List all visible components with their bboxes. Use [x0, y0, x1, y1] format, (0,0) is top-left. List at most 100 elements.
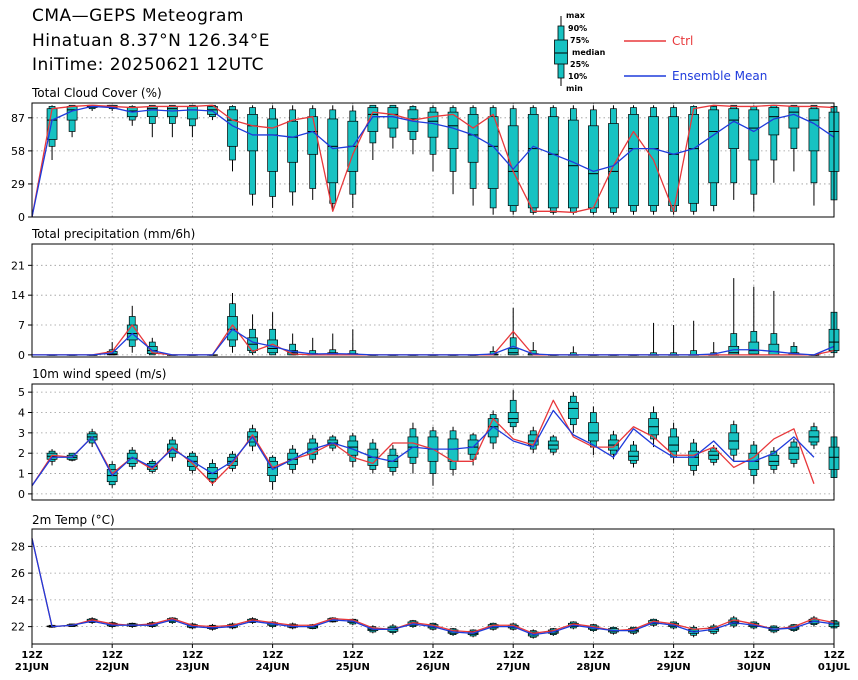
box-inner	[507, 412, 519, 424]
x-tick-label-hour: 12Z	[262, 650, 283, 661]
x-tick-label-date: 30JUN	[737, 662, 771, 673]
box-inner	[507, 125, 519, 206]
box-inner	[187, 106, 198, 120]
x-tick-label-hour: 12Z	[422, 650, 443, 661]
legend-p25: 25%	[570, 60, 590, 69]
x-tick-label-date: 27JUN	[496, 662, 530, 673]
x-tick-label-hour: 12Z	[342, 650, 363, 661]
y-tick-label: 14	[11, 289, 25, 302]
box-inner	[588, 125, 599, 209]
box-inner	[748, 341, 760, 355]
box-inner	[227, 316, 238, 341]
box-inner	[327, 118, 339, 184]
box-inner	[748, 109, 760, 161]
series-line-ensemble-mean	[31, 409, 815, 487]
box-inner	[628, 450, 639, 461]
box-inner	[768, 454, 780, 466]
legend-ctrl-label: Ctrl	[672, 34, 694, 48]
box-inner	[808, 108, 820, 152]
box-inner	[507, 348, 519, 356]
box-inner	[487, 116, 499, 189]
legend-ensemble-mean-label: Ensemble Mean	[672, 69, 768, 83]
series-line-ensemble-mean	[31, 105, 835, 218]
box-inner	[447, 111, 459, 149]
y-tick-label: 0	[18, 211, 25, 224]
y-tick-label: 24	[11, 594, 25, 607]
x-tick-label-hour: 12Z	[663, 650, 684, 661]
x-tick-label-date: 25JUN	[336, 662, 370, 673]
box-inner	[287, 120, 298, 163]
box-inner	[668, 436, 679, 452]
box-inner	[467, 114, 479, 163]
box-inner	[788, 106, 800, 129]
series-line-ctrl	[31, 104, 835, 218]
x-tick-label-date: 28JUN	[576, 662, 610, 673]
box-inner	[808, 430, 820, 443]
box-inner	[527, 114, 539, 209]
panel-title-precipitation: Total precipitation (mm/6h)	[32, 227, 196, 241]
y-tick-label: 22	[11, 621, 25, 634]
y-tick-label: 4	[18, 406, 25, 419]
x-tick-label-hour: 12Z	[823, 650, 844, 661]
y-tick-label: 28	[11, 540, 25, 553]
x-tick-label-date: 22JUN	[95, 662, 129, 673]
x-tick-label-date: 26JUN	[416, 662, 450, 673]
box-inner	[768, 343, 780, 356]
x-tick-label-date: 23JUN	[175, 662, 209, 673]
y-tick-label: 58	[11, 145, 25, 158]
box-inner	[567, 401, 579, 419]
x-tick-label-hour: 12Z	[503, 650, 524, 661]
legend-p90: 90%	[568, 24, 588, 33]
x-tick-label-date: 29JUN	[657, 662, 691, 673]
panel-title-wind-speed: 10m wind speed (m/s)	[32, 367, 167, 381]
y-tick-label: 2	[18, 447, 25, 460]
box-inner	[588, 422, 599, 442]
meteogram-title: CMA—GEPS Meteogram	[32, 6, 244, 26]
legend-median: median	[572, 48, 606, 57]
panel-title-cloud-cover: Total Cloud Cover (%)	[32, 86, 162, 100]
init-time-label: IniTime: 20250621 12UTC	[32, 55, 265, 75]
legend-p10: 10%	[568, 72, 588, 81]
y-tick-label: 3	[18, 427, 25, 440]
y-tick-label: 21	[11, 259, 25, 272]
panel-frame	[31, 102, 835, 218]
x-tick-label-date: 24JUN	[256, 662, 290, 673]
series-line-ctrl	[31, 538, 835, 634]
y-tick-label: 0	[18, 488, 25, 501]
x-tick-label-hour: 12Z	[21, 650, 42, 661]
x-tick-label-date: 21JUN	[15, 662, 49, 673]
box-inner	[547, 116, 559, 209]
x-tick-label-date: 01JUL	[818, 662, 851, 673]
legend-max: max	[566, 11, 585, 20]
x-tick-label-hour: 12Z	[583, 650, 604, 661]
series-line-ensemble-mean	[32, 328, 835, 356]
y-tick-label: 87	[11, 112, 25, 125]
panel-frame	[31, 243, 835, 358]
box-inner	[688, 450, 700, 466]
box-inner	[146, 106, 158, 118]
box-inner	[668, 116, 679, 206]
panel-title-temperature: 2m Temp (°C)	[32, 513, 115, 527]
box-inner	[708, 109, 720, 184]
x-tick-label-hour: 12Z	[743, 650, 764, 661]
box-inner	[628, 114, 639, 206]
box-inner	[267, 118, 278, 172]
x-tick-label-hour: 12Z	[102, 650, 123, 661]
box-inner	[367, 107, 379, 132]
y-tick-label: 1	[18, 468, 25, 481]
y-tick-label: 26	[11, 567, 25, 580]
y-tick-label: 5	[18, 386, 25, 399]
legend-p75: 75%	[570, 36, 590, 45]
y-tick-label: 0	[18, 349, 25, 362]
box-inner	[728, 108, 740, 149]
box-inner	[447, 438, 459, 462]
legend-min: min	[566, 84, 583, 93]
y-tick-label: 7	[18, 319, 25, 332]
box-inner	[688, 114, 700, 204]
x-tick-label-hour: 12Z	[182, 650, 203, 661]
box-inner	[768, 107, 780, 136]
panel-frame	[31, 383, 835, 501]
location-label: Hinatuan 8.37°N 126.34°E	[32, 31, 270, 51]
series-line-ensemble-mean	[31, 538, 835, 636]
